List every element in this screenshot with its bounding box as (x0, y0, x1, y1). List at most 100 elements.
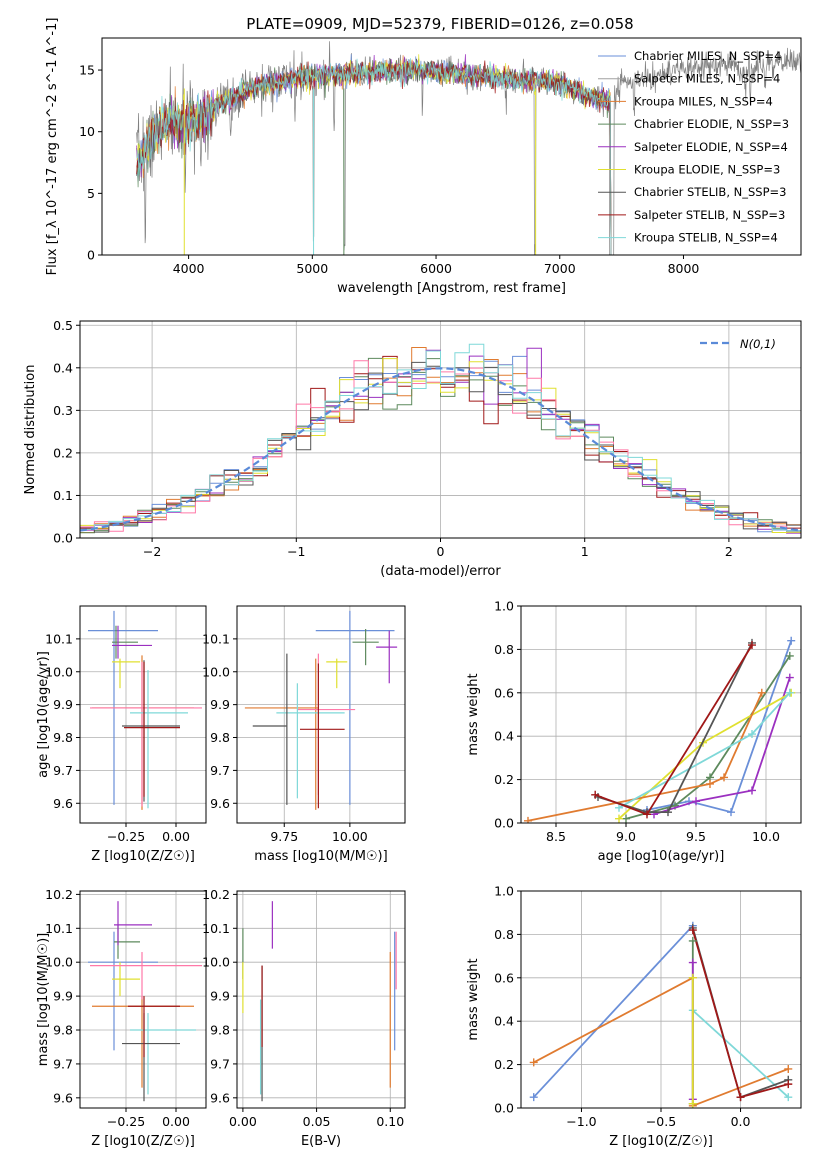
y-tick-label: 10.1 (202, 631, 230, 646)
y-tick-label: 9.6 (210, 796, 230, 811)
data-point-marker (757, 688, 766, 697)
panel-massweight-vs-age: 8.5 9.0 9.5 10.0 0.0 0.2 0.4 0.6 0.8 1.0 age [log1… (466, 599, 802, 864)
data-point-marker (692, 797, 700, 806)
data-point-marker (784, 1093, 793, 1102)
plot-area (521, 891, 801, 1108)
y-tick-label: 1.0 (494, 884, 514, 899)
legend-label: Chabrier STELIB, N_SSP=3 (634, 185, 786, 199)
y-tick-label: 0.0 (53, 531, 73, 546)
x-tick-label: 5000 (296, 261, 328, 276)
legend-label: Salpeter STELIB, N_SSP=3 (634, 208, 785, 222)
axes-frame (79, 320, 802, 539)
data-point-marker (706, 779, 714, 788)
data-point-marker (615, 803, 623, 812)
y-axis-label: Flux [f_λ 10^-17 erg cm^-2 s^-1 A^-1] (45, 18, 60, 276)
x-tick-label: 0.05 (303, 1114, 331, 1129)
data-point-marker (688, 936, 697, 945)
legend-label: Kroupa MILES, N_SSP=4 (634, 94, 773, 108)
x-tick-label: 0.00 (229, 1114, 257, 1129)
x-tick-label: −0.5 (646, 1114, 676, 1129)
x-tick-label: 0.10 (376, 1114, 404, 1129)
y-tick-label: 5 (87, 186, 95, 201)
series-line (692, 1009, 789, 1098)
axes-frame (520, 890, 802, 1109)
data-point-marker (529, 1058, 538, 1067)
y-tick-label: 0.2 (53, 445, 73, 460)
data-point-marker (785, 688, 794, 697)
series-line (527, 692, 763, 822)
plot-area (237, 891, 405, 1108)
axes-frame (236, 605, 406, 824)
panel-massweight-vs-Z: −1.0 −0.5 0.0 0.0 0.2 0.4 0.6 0.8 1.0 Z [log10(Z/… (466, 884, 802, 1149)
panel-residuals: −2 −1 0 1 2 0.0 0.1 0.2 0.3 0.4 0.5 (data-model)/er… (23, 318, 802, 579)
data-point-marker (688, 973, 697, 982)
y-tick-label: 0.2 (494, 772, 514, 787)
y-tick-label: 10.0 (202, 664, 230, 679)
panel-age-vs-Z: −0.25 0.00 9.6 9.7 9.8 9.9 10.0 10.1 Z [log10(Z/… (36, 605, 207, 864)
x-tick-label: 0.00 (162, 1114, 190, 1129)
data-point-marker (787, 636, 796, 645)
x-tick-label: 9.75 (270, 829, 298, 844)
panel-mass-vs-Z: −0.25 0.00 9.6 9.7 9.8 9.9 10.0 10.1 10.2 Z [log1… (36, 887, 207, 1149)
x-tick-label: −1 (287, 544, 305, 559)
x-tick-label: 8.5 (546, 829, 566, 844)
x-tick-label: 2 (725, 544, 733, 559)
x-tick-label: −2 (143, 544, 161, 559)
x-axis-label: Z [log10(Z/Z☉)] (91, 849, 195, 864)
y-tick-label: 9.7 (210, 763, 230, 778)
y-tick-label: 10.0 (45, 955, 73, 970)
y-tick-label: 10.0 (202, 955, 230, 970)
y-axis-label: mass weight (466, 958, 481, 1040)
x-axis-label: age [log10(age/yr)] (598, 849, 725, 864)
y-tick-label: 10.1 (45, 631, 73, 646)
y-tick-label: 0.8 (494, 642, 514, 657)
y-tick-label: 0.2 (494, 1057, 514, 1072)
y-tick-label: 0.3 (53, 403, 73, 418)
y-tick-label: 0.0 (494, 816, 514, 831)
legend-label: Kroupa ELODIE, N_SSP=3 (634, 163, 780, 177)
y-tick-label: 9.6 (210, 1090, 230, 1105)
x-tick-label: 10.00 (332, 829, 368, 844)
data-point-marker (643, 810, 651, 819)
data-point-marker (785, 651, 794, 660)
axes-frame (101, 37, 802, 256)
y-tick-label: 9.9 (210, 697, 230, 712)
y-tick-label: 9.6 (53, 796, 73, 811)
y-tick-label: 9.8 (210, 1023, 230, 1038)
legend-label: Chabrier MILES, N_SSP=4 (634, 49, 781, 63)
y-tick-label: 0.1 (53, 488, 73, 503)
y-tick-label: 10.2 (45, 887, 73, 902)
plot-area (521, 606, 801, 823)
y-tick-label: 1.0 (494, 599, 514, 614)
data-point-marker (784, 1064, 793, 1073)
y-tick-label: 9.7 (53, 763, 73, 778)
data-point-marker (688, 1099, 697, 1108)
x-tick-label: 7000 (544, 261, 576, 276)
y-axis-label: mass weight (466, 673, 481, 755)
x-tick-label: 4000 (173, 261, 205, 276)
legend-label: N(0,1) (740, 337, 776, 351)
x-tick-label: −0.25 (107, 829, 145, 844)
series-line (653, 677, 791, 816)
y-tick-label: 9.8 (53, 1023, 73, 1038)
y-axis-label: mass [log10(M/M☉)] (36, 933, 51, 1066)
panel-spectrum: 4000 5000 6000 7000 8000 0 5 10 15 wavelength [An… (45, 18, 802, 296)
figure-title: PLATE=0909, MJD=52379, FIBERID=0126, z=0… (246, 15, 633, 33)
data-point-marker (748, 641, 756, 650)
y-axis-label: age [log10(age/yr)] (36, 651, 51, 778)
data-point-marker (688, 958, 697, 967)
y-tick-label: 9.8 (53, 730, 73, 745)
x-tick-label: 10.0 (752, 829, 780, 844)
x-tick-label: 9.0 (616, 829, 636, 844)
series-line (533, 925, 694, 1098)
y-tick-label: 9.9 (53, 989, 73, 1004)
y-tick-label: 0 (87, 248, 95, 263)
data-point-marker (748, 730, 756, 739)
data-point-marker (664, 808, 672, 817)
legend-label: Salpeter MILES, N_SSP=4 (634, 72, 780, 86)
axes-frame (236, 890, 406, 1109)
series-line (646, 640, 793, 814)
x-axis-label: Z [log10(Z/Z☉)] (609, 1134, 713, 1149)
plot-area (136, 41, 801, 255)
